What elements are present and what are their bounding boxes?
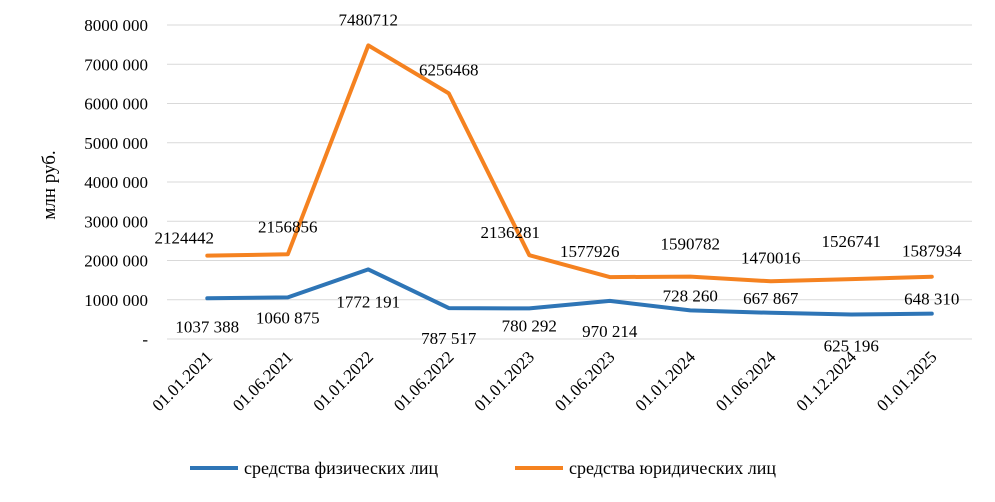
y-tick-label: 4000 000 (84, 173, 148, 192)
x-tick-label: 01.01.2024 (632, 347, 700, 415)
data-label-legal-entities: 2124442 (155, 229, 215, 248)
data-label-legal-entities: 2136281 (481, 223, 541, 242)
x-tick-label: 01.01.2025 (873, 347, 941, 415)
x-axis-ticks: 01.01.2021 01.06.2021 01.01.2022 01.06.2022… (149, 347, 941, 415)
data-label-legal-entities: 1590782 (661, 235, 721, 254)
data-label-individuals: 625 196 (824, 336, 879, 355)
data-label-individuals: 728 260 (663, 286, 718, 305)
y-axis-title: млн руб. (39, 150, 60, 219)
y-axis-ticks: - 1000 000 2000 000 3000 000 4000 000 5000 00… (84, 16, 148, 349)
data-label-legal-entities: 6256468 (419, 60, 479, 79)
series-line-legal-entities (205, 43, 934, 284)
gridlines (167, 24, 972, 340)
legend: средства физических лиц средства юридиче… (190, 458, 776, 478)
x-tick-label: 01.01.2023 (471, 347, 539, 415)
y-tick-label: 3000 000 (84, 212, 148, 231)
x-tick-label: 01.06.2024 (712, 347, 780, 415)
data-label-individuals: 1060 875 (256, 308, 320, 327)
y-tick-label: - (142, 330, 148, 349)
data-label-individuals: 780 292 (502, 316, 557, 335)
y-tick-label: 5000 000 (84, 134, 148, 153)
x-tick-label: 01.01.2022 (310, 347, 378, 415)
x-tick-label: 01.06.2021 (229, 347, 297, 415)
y-tick-label: 1000 000 (84, 291, 148, 310)
x-tick-label: 01.06.2023 (551, 347, 619, 415)
data-label-individuals: 970 214 (582, 322, 638, 341)
data-label-individuals: 648 310 (904, 290, 959, 309)
y-tick-label: 7000 000 (84, 55, 148, 74)
legend-label-legal-entities: средства юридических лиц (569, 458, 776, 478)
data-label-legal-entities: 1577926 (560, 242, 620, 261)
data-label-individuals: 1772 191 (336, 292, 400, 311)
data-label-legal-entities: 1526741 (822, 232, 882, 251)
x-tick-label: 01.06.2022 (390, 347, 458, 415)
y-tick-label: 8000 000 (84, 16, 148, 35)
series-line-individuals (205, 267, 934, 317)
data-label-legal-entities: 7480712 (339, 10, 399, 29)
x-tick-label: 01.12.2024 (793, 347, 861, 415)
data-label-legal-entities: 1587934 (902, 242, 962, 261)
y-tick-label: 6000 000 (84, 95, 148, 114)
series-lines (205, 43, 934, 317)
data-label-individuals: 787 517 (421, 329, 477, 348)
data-label-individuals: 667 867 (743, 289, 799, 308)
data-labels: 1037 388 1060 875 1772 191 787 517 780 292 97… (155, 10, 963, 355)
data-label-individuals: 1037 388 (175, 317, 239, 336)
legend-label-individuals: средства физических лиц (244, 458, 439, 478)
x-tick-label: 01.01.2021 (149, 347, 217, 415)
data-label-legal-entities: 2156856 (258, 217, 318, 236)
y-tick-label: 2000 000 (84, 252, 148, 271)
data-label-legal-entities: 1470016 (741, 248, 801, 267)
